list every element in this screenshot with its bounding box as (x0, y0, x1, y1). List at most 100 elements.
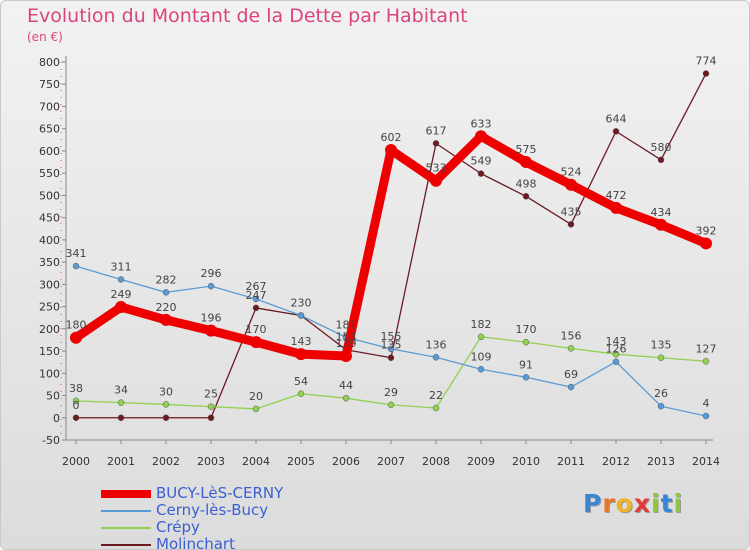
data-label: 143 (291, 335, 312, 348)
data-label: 69 (564, 368, 578, 381)
data-point (387, 354, 395, 361)
data-point (207, 282, 215, 290)
data-point (432, 354, 440, 361)
x-tick-label: 2002 (152, 455, 180, 468)
logo-letter: P (583, 489, 603, 518)
y-tick-label: 0 (53, 412, 60, 425)
data-point (702, 358, 710, 365)
data-label: 4 (703, 397, 710, 410)
data-label: 20 (249, 390, 263, 403)
data-label: 155 (381, 330, 402, 343)
data-point (72, 262, 80, 270)
data-label: 182 (471, 318, 492, 331)
data-point (117, 276, 125, 283)
chart-title: Evolution du Montant de la Dette par Hab… (27, 5, 468, 27)
x-tick-label: 2000 (62, 455, 90, 468)
data-point (567, 383, 575, 391)
data-label: 136 (426, 338, 447, 351)
data-label: 549 (471, 155, 492, 168)
data-point (72, 414, 80, 422)
y-tick-label: 700 (39, 100, 60, 113)
data-label: 230 (291, 296, 312, 309)
logo-letter: x (633, 489, 651, 518)
data-label: 220 (156, 301, 177, 314)
y-tick-label: 150 (39, 345, 60, 358)
data-point (610, 201, 622, 214)
data-label: 341 (66, 247, 87, 260)
y-tick-label: -50 (42, 434, 60, 447)
x-tick-label: 2008 (422, 455, 450, 468)
data-label: 602 (381, 131, 402, 144)
data-label: 170 (246, 323, 267, 336)
data-label: 38 (69, 382, 83, 395)
data-label: 44 (339, 379, 353, 392)
data-label: 247 (246, 289, 267, 302)
logo-letter: o (615, 489, 634, 518)
data-label: 156 (561, 329, 582, 342)
data-point (205, 324, 217, 337)
data-label: 34 (114, 384, 128, 397)
y-tick-label: 100 (39, 367, 60, 380)
legend-label: BUCY-LèS-CERNY (156, 484, 284, 502)
legend-swatch (101, 490, 151, 498)
chart-subtitle: (en €) (27, 30, 63, 44)
data-point (385, 144, 397, 157)
legend-swatch (101, 527, 151, 529)
data-point (522, 338, 530, 346)
data-point (207, 403, 215, 410)
data-label: 127 (696, 342, 717, 355)
data-label: 472 (606, 189, 627, 202)
x-tick-label: 2010 (512, 455, 540, 468)
data-point (612, 350, 620, 358)
data-point (522, 374, 530, 381)
proxiti-logo: Proxiti (583, 489, 683, 518)
data-label: 143 (606, 335, 627, 348)
data-label: 774 (696, 55, 717, 68)
y-tick-label: 450 (39, 212, 60, 225)
x-tick-label: 2001 (107, 455, 135, 468)
data-label: 139 (336, 337, 357, 350)
data-point (702, 70, 710, 77)
x-tick-label: 2012 (602, 455, 630, 468)
data-point (252, 405, 260, 413)
x-tick-label: 2013 (647, 455, 675, 468)
y-tick-label: 800 (39, 56, 60, 69)
data-label: 30 (159, 385, 173, 398)
x-tick-label: 2004 (242, 455, 270, 468)
legend-label: Cerny-lès-Bucy (156, 501, 269, 519)
x-tick-label: 2005 (287, 455, 315, 468)
y-tick-label: 300 (39, 278, 60, 291)
data-label: 392 (696, 224, 717, 237)
y-tick-label: 50 (46, 390, 60, 403)
logo-letter: i (651, 489, 661, 518)
data-point (297, 312, 305, 319)
data-point (250, 336, 262, 349)
y-tick-label: 400 (39, 234, 60, 247)
data-label: 109 (471, 350, 492, 363)
x-tick-label: 2009 (467, 455, 495, 468)
data-label: 575 (516, 143, 537, 156)
data-point (162, 414, 170, 422)
x-tick-label: 2014 (692, 455, 720, 468)
data-label: 580 (651, 141, 672, 154)
data-point (477, 333, 485, 341)
data-point (565, 178, 577, 191)
data-point (432, 140, 440, 147)
data-point (207, 414, 215, 422)
legend-label: Crépy (156, 518, 200, 536)
data-point (567, 221, 575, 228)
data-label: 170 (516, 323, 537, 336)
y-tick-label: 600 (39, 145, 60, 158)
y-tick-label: 650 (39, 123, 60, 136)
data-point (252, 295, 260, 303)
logo-letter: i (673, 489, 684, 518)
data-point (655, 218, 667, 231)
data-point (520, 156, 532, 169)
data-label: 498 (516, 177, 537, 190)
data-point (567, 345, 575, 352)
data-point (700, 237, 712, 250)
y-tick-label: 350 (39, 256, 60, 269)
data-label: 181 (336, 318, 357, 331)
